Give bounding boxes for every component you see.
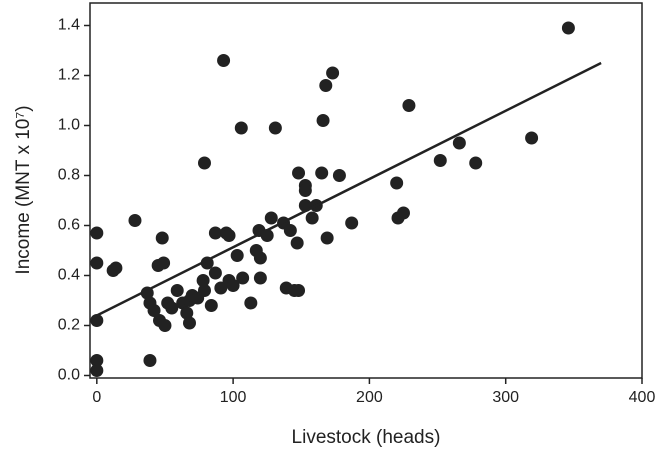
data-point	[402, 99, 416, 112]
trend-line	[96, 61, 602, 317]
data-point	[217, 54, 231, 67]
y-tick-label: 1.2	[58, 67, 80, 84]
data-point	[326, 66, 340, 80]
data-point	[155, 231, 169, 245]
data-point	[253, 271, 267, 285]
data-point	[396, 206, 410, 220]
data-point	[305, 211, 319, 225]
data-point	[204, 299, 218, 312]
data-point	[214, 281, 228, 295]
y-tick-label: 0.6	[58, 217, 80, 234]
data-point	[525, 131, 539, 145]
y-tick-label: 1.0	[58, 117, 80, 134]
data-point	[222, 229, 236, 242]
data-point	[469, 156, 483, 170]
data-point	[128, 214, 142, 227]
x-axis-title: Livestock (heads)	[292, 427, 441, 448]
data-point	[226, 279, 240, 292]
x-tick-label: 100	[220, 389, 247, 406]
x-tick-label: 300	[492, 389, 519, 406]
data-point	[452, 136, 466, 150]
y-tick-label: 0.0	[58, 367, 80, 384]
data-point	[197, 156, 211, 170]
data-point	[143, 354, 157, 367]
data-point	[290, 236, 304, 250]
data-point	[345, 216, 359, 230]
data-point	[90, 314, 104, 327]
data-point	[196, 274, 210, 287]
data-point	[561, 21, 575, 35]
plot-frame	[89, 2, 643, 379]
data-point	[244, 296, 258, 310]
data-point	[236, 271, 250, 285]
data-point	[90, 226, 104, 240]
data-point	[319, 79, 333, 92]
data-point	[157, 256, 171, 270]
y-tick-label: 0.4	[58, 267, 80, 284]
data-point	[182, 316, 196, 330]
data-point	[208, 226, 222, 240]
data-point	[170, 284, 184, 297]
y-tick-label: 1.4	[58, 17, 80, 34]
data-point	[298, 184, 312, 197]
data-point	[253, 251, 267, 265]
data-point	[315, 166, 329, 180]
data-point	[109, 261, 123, 275]
data-point	[90, 354, 104, 367]
data-point	[292, 166, 306, 180]
data-point	[90, 256, 104, 270]
data-point	[292, 284, 306, 297]
data-point	[268, 121, 282, 135]
data-point	[316, 114, 330, 127]
data-point	[283, 224, 297, 237]
data-point	[320, 231, 334, 245]
data-point	[165, 301, 179, 315]
data-point	[158, 319, 172, 332]
data-point	[90, 364, 104, 377]
x-tick-label: 0	[92, 389, 101, 406]
data-point	[264, 211, 278, 225]
data-point	[230, 249, 244, 262]
data-point	[197, 284, 211, 297]
y-tick-label: 0.8	[58, 167, 80, 184]
y-tick-label: 0.2	[58, 317, 80, 334]
y-axis-title: Income (MNT x 10⁷)	[13, 105, 34, 274]
data-point	[208, 266, 222, 280]
x-tick-label: 200	[356, 389, 383, 406]
data-point	[332, 169, 346, 182]
data-point	[433, 154, 447, 167]
data-point	[180, 306, 194, 320]
data-point	[390, 176, 404, 190]
data-point	[147, 304, 161, 317]
data-point	[234, 121, 248, 135]
x-tick-label: 400	[629, 389, 656, 406]
